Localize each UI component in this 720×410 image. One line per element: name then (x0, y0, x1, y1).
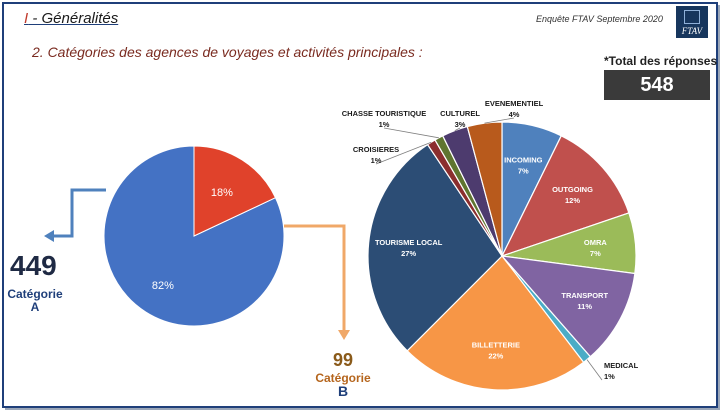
category-a-label-line1: Catégorie (7, 287, 63, 301)
slide-subtitle: 2. Catégories des agences de voyages et … (32, 44, 423, 60)
activity-label-pct: 1% (604, 372, 615, 381)
total-value: 548 (604, 70, 710, 100)
activity-label-pct: 3% (455, 120, 466, 129)
connectors (44, 188, 350, 340)
activity-label-name: CULTUREL (440, 109, 480, 118)
leader-line (484, 117, 515, 124)
category-a-label: Catégorie A (6, 288, 64, 314)
survey-caption: Enquête FTAV Septembre 2020 (536, 14, 663, 24)
category-pie: 82% 18% (103, 145, 285, 327)
activity-label-pct: 22% (488, 352, 503, 361)
section-roman: I (24, 10, 29, 27)
category-b-label-line1: Catégorie (315, 371, 371, 385)
section-text: - Généralités (28, 10, 119, 27)
activity-slice-evenementiel (466, 121, 503, 257)
activity-slice-billetterie (406, 255, 585, 391)
logo-text: FTAV (681, 26, 703, 36)
activity-slice-transport (500, 255, 636, 358)
activity-pie: INCOMING 7% OUTGOING 12% OMRA 7% TRANSPORT 11% M… (342, 99, 639, 391)
pie-label-0: 82% (152, 280, 174, 292)
activity-label-name: CHASSE TOURISTIQUE (342, 109, 426, 118)
activity-slice-tourisme-local (367, 143, 503, 352)
total-label: *Total des réponses (604, 54, 718, 68)
section-title: I - Généralités (24, 10, 118, 27)
category-a-count: 449 (10, 250, 57, 281)
activity-label-name: EVENEMENTIEL (485, 99, 544, 108)
activity-label-name: MEDICAL (604, 361, 639, 370)
activity-label-name: CROISIERES (353, 145, 399, 154)
ftav-logo: FTAV (676, 6, 708, 38)
pie-slice-18 (193, 145, 277, 237)
activity-label-pct: 27% (401, 249, 416, 258)
activity-label-pct: 7% (518, 167, 529, 176)
activity-label-pct: 1% (379, 120, 390, 129)
activity-label-name: BILLETTERIE (472, 341, 520, 350)
activity-label-name: TOURISME LOCAL (375, 238, 443, 247)
leader-line (375, 141, 432, 165)
category-b-label-line2: B (337, 383, 349, 399)
activity-label-name: OMRA (584, 238, 607, 247)
logo-mark-icon (684, 10, 700, 24)
leader-line (454, 127, 461, 131)
leader-line (586, 359, 603, 381)
activity-label-pct: 12% (565, 196, 580, 205)
activity-label-pct: 1% (371, 156, 382, 165)
activity-label-name: TRANSPORT (561, 291, 608, 300)
activity-label-pct: 11% (577, 302, 592, 311)
activity-label-name: INCOMING (504, 156, 542, 165)
activity-label-name: OUTGOING (552, 185, 593, 194)
leader-line (383, 127, 439, 139)
arrow-to-category-a (52, 188, 106, 238)
arrow-to-category-b (284, 224, 346, 332)
category-a-label-line2: A (30, 300, 40, 314)
arrow-head-b-icon (338, 330, 350, 340)
arrow-head-a-icon (44, 230, 54, 242)
category-b-count: 99 (332, 350, 354, 370)
activity-label-pct: 7% (590, 249, 601, 258)
pie-label-1: 18% (211, 187, 233, 199)
activity-label-pct: 4% (509, 110, 520, 119)
activity-slice-outgoing (500, 135, 630, 258)
category-b-label: Catégorie B (304, 372, 382, 399)
